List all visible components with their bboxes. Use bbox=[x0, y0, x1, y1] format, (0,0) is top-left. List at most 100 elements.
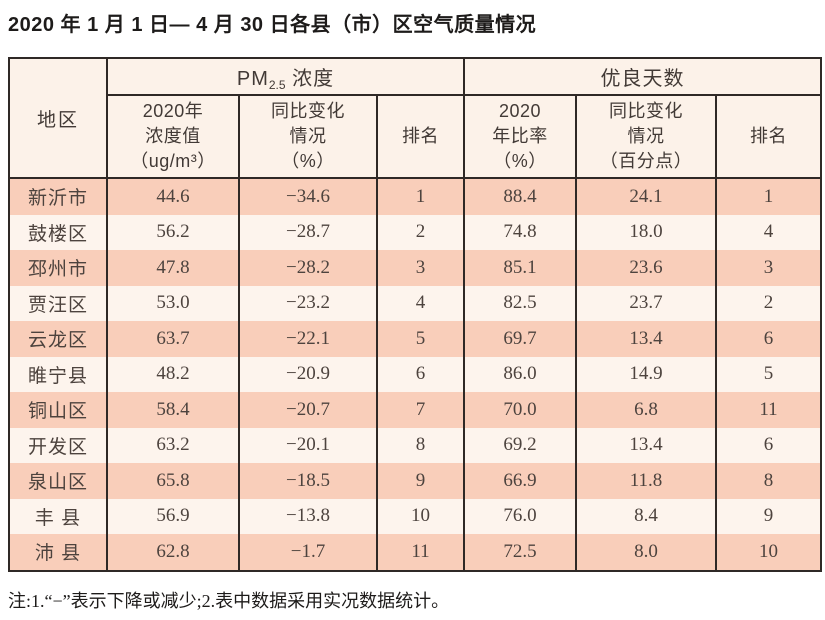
air-quality-table-wrap: 地区 PM2.5 浓度 优良天数 2020年 浓度值 （ug/m³） 同比变化 … bbox=[8, 57, 823, 572]
cell-region: 沛 县 bbox=[8, 534, 108, 571]
column-header-pm-value: 2020年 浓度值 （ug/m³） bbox=[106, 95, 240, 179]
table-row: 睢宁县 48.2 −20.9 6 86.0 14.9 5 bbox=[8, 356, 823, 392]
cell-region: 睢宁县 bbox=[8, 356, 108, 392]
cell-region: 泉山区 bbox=[8, 463, 108, 499]
cell-pm-rank: 4 bbox=[375, 285, 466, 321]
cell-good-rank: 3 bbox=[715, 250, 823, 286]
cell-good-change: 8.0 bbox=[575, 534, 718, 571]
cell-good-rank: 1 bbox=[715, 178, 823, 215]
cell-good-rate: 74.8 bbox=[463, 214, 578, 250]
cell-good-rank: 8 bbox=[715, 463, 823, 499]
table-row: 开发区 63.2 −20.1 8 69.2 13.4 6 bbox=[8, 427, 823, 463]
column-group-good-days: 优良天数 bbox=[463, 58, 823, 96]
cell-good-rate: 86.0 bbox=[463, 356, 578, 392]
cell-good-change: 14.9 bbox=[575, 356, 718, 392]
cell-pm-rank: 10 bbox=[375, 498, 466, 534]
column-header-good-change: 同比变化 情况 （百分点） bbox=[575, 95, 718, 179]
cell-pm-change: −22.1 bbox=[238, 321, 378, 357]
cell-region: 新沂市 bbox=[8, 178, 108, 215]
cell-pm-rank: 9 bbox=[375, 463, 466, 499]
cell-good-rate: 66.9 bbox=[463, 463, 578, 499]
cell-good-rate: 70.0 bbox=[463, 392, 578, 428]
cell-good-rate: 76.0 bbox=[463, 498, 578, 534]
cell-pm-rank: 3 bbox=[375, 250, 466, 286]
cell-good-rate: 69.7 bbox=[463, 321, 578, 357]
cell-pm-rank: 7 bbox=[375, 392, 466, 428]
page-title: 2020 年 1 月 1 日— 4 月 30 日各县（市）区空气质量情况 bbox=[8, 14, 537, 36]
cell-pm-change: −1.7 bbox=[238, 534, 378, 571]
table-row: 铜山区 58.4 −20.7 7 70.0 6.8 11 bbox=[8, 392, 823, 428]
cell-good-rate: 82.5 bbox=[463, 285, 578, 321]
cell-good-change: 24.1 bbox=[575, 178, 718, 215]
cell-pm-change: −34.6 bbox=[238, 178, 378, 215]
cell-region: 云龙区 bbox=[8, 321, 108, 357]
cell-pm-rank: 1 bbox=[375, 178, 466, 215]
cell-good-change: 13.4 bbox=[575, 427, 718, 463]
column-header-good-rate: 2020 年比率 （%） bbox=[463, 95, 578, 179]
cell-good-rank: 10 bbox=[715, 534, 823, 571]
cell-good-rank: 9 bbox=[715, 498, 823, 534]
table-header: 地区 PM2.5 浓度 优良天数 2020年 浓度值 （ug/m³） 同比变化 … bbox=[8, 58, 823, 179]
pm-label-prefix: PM bbox=[236, 67, 269, 90]
cell-pm-value: 58.4 bbox=[106, 392, 240, 428]
column-header-pm-rank: 排名 bbox=[375, 95, 466, 179]
cell-good-rate: 88.4 bbox=[463, 178, 578, 215]
cell-pm-value: 44.6 bbox=[106, 178, 240, 215]
cell-good-change: 13.4 bbox=[575, 321, 718, 357]
cell-pm-value: 53.0 bbox=[106, 285, 240, 321]
cell-pm-change: −20.1 bbox=[238, 427, 378, 463]
column-header-good-rank: 排名 bbox=[715, 95, 823, 179]
header-sub-row: 2020年 浓度值 （ug/m³） 同比变化 情况 （%） 排名 2020 年比… bbox=[9, 95, 823, 179]
header-group-row: 地区 PM2.5 浓度 优良天数 bbox=[8, 58, 823, 179]
cell-good-change: 23.7 bbox=[575, 285, 718, 321]
cell-region: 邳州市 bbox=[8, 250, 108, 286]
table-row: 泉山区 65.8 −18.5 9 66.9 11.8 8 bbox=[8, 463, 823, 499]
cell-region: 鼓楼区 bbox=[8, 214, 108, 250]
air-quality-table: 地区 PM2.5 浓度 优良天数 2020年 浓度值 （ug/m³） 同比变化 … bbox=[8, 57, 823, 572]
table-body: 新沂市 44.6 −34.6 1 88.4 24.1 1 鼓楼区 56.2 −28.7 2 74.8 1… bbox=[8, 178, 823, 571]
cell-pm-change: −13.8 bbox=[238, 498, 378, 534]
column-header-region: 地区 bbox=[8, 58, 108, 179]
cell-good-rank: 6 bbox=[715, 427, 823, 463]
cell-pm-rank: 5 bbox=[375, 321, 466, 357]
cell-good-rank: 5 bbox=[715, 356, 823, 392]
cell-pm-rank: 6 bbox=[375, 356, 466, 392]
cell-good-rate: 69.2 bbox=[463, 427, 578, 463]
table-row: 贾汪区 53.0 −23.2 4 82.5 23.7 2 bbox=[8, 285, 823, 321]
cell-pm-value: 47.8 bbox=[106, 250, 240, 286]
cell-pm-change: −20.9 bbox=[238, 356, 378, 392]
cell-good-change: 6.8 bbox=[575, 392, 718, 428]
cell-pm-value: 62.8 bbox=[106, 534, 240, 571]
table-row: 云龙区 63.7 −22.1 5 69.7 13.4 6 bbox=[8, 321, 823, 357]
cell-good-change: 11.8 bbox=[575, 463, 718, 499]
table-row: 沛 县 62.8 −1.7 11 72.5 8.0 10 bbox=[8, 534, 823, 571]
cell-good-rank: 2 bbox=[715, 285, 823, 321]
cell-good-rank: 6 bbox=[715, 321, 823, 357]
cell-good-change: 23.6 bbox=[575, 250, 718, 286]
cell-pm-value: 56.2 bbox=[106, 214, 240, 250]
column-group-pm25: PM2.5 浓度 bbox=[105, 58, 466, 96]
cell-region: 丰 县 bbox=[8, 498, 108, 534]
cell-region: 贾汪区 bbox=[8, 285, 108, 321]
cell-pm-value: 65.8 bbox=[106, 463, 240, 499]
cell-good-rank: 11 bbox=[715, 392, 823, 428]
cell-region: 开发区 bbox=[8, 427, 108, 463]
cell-good-rate: 72.5 bbox=[463, 534, 578, 571]
cell-good-change: 18.0 bbox=[575, 214, 718, 250]
cell-pm-value: 48.2 bbox=[106, 356, 240, 392]
cell-region: 铜山区 bbox=[8, 392, 108, 428]
cell-pm-rank: 8 bbox=[375, 427, 466, 463]
table-row: 丰 县 56.9 −13.8 10 76.0 8.4 9 bbox=[8, 498, 823, 534]
cell-pm-value: 63.2 bbox=[106, 427, 240, 463]
cell-good-rank: 4 bbox=[715, 214, 823, 250]
cell-pm-value: 56.9 bbox=[106, 498, 240, 534]
cell-pm-change: −20.7 bbox=[238, 392, 378, 428]
table-footnote: 注:1.“−”表示下降或减少;2.表中数据采用实况数据统计。 bbox=[8, 591, 450, 611]
cell-good-rate: 85.1 bbox=[463, 250, 578, 286]
column-header-pm-change: 同比变化 情况 （%） bbox=[238, 95, 378, 179]
cell-pm-rank: 2 bbox=[375, 214, 466, 250]
cell-pm-change: −23.2 bbox=[238, 285, 378, 321]
cell-pm-change: −18.5 bbox=[238, 463, 378, 499]
pm-label-suffix: 浓度 bbox=[285, 67, 335, 90]
cell-pm-value: 63.7 bbox=[106, 321, 240, 357]
